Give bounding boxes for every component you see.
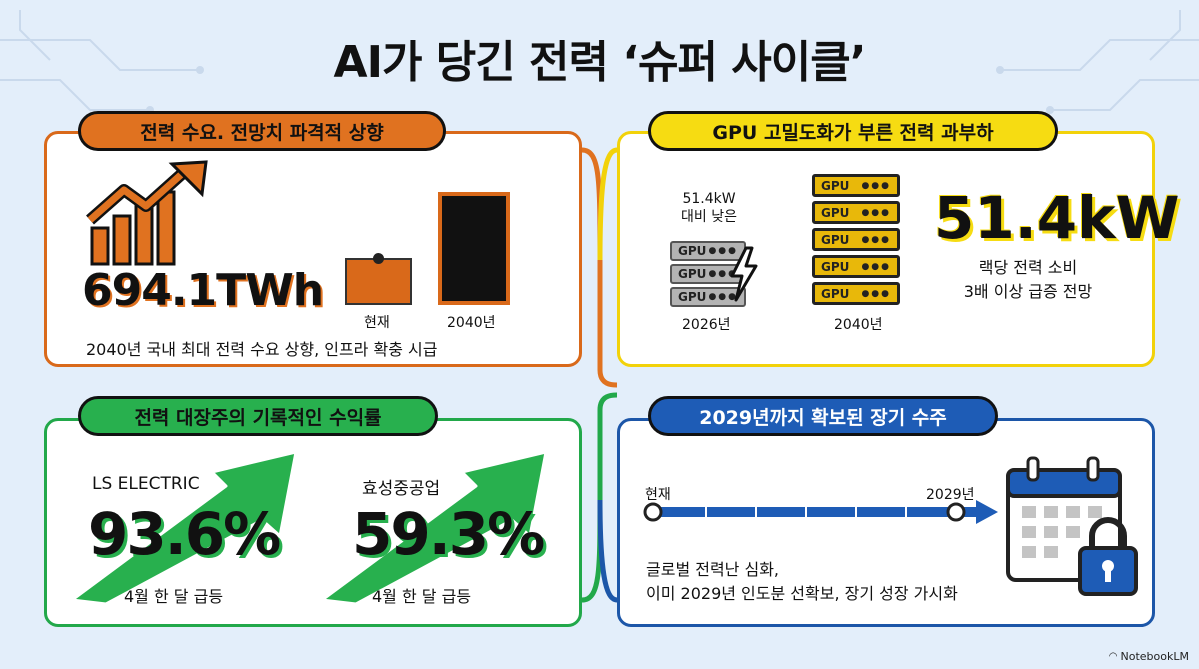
- growth-chart-icon: [86, 160, 208, 266]
- gpu-heading: GPU 고밀도화가 부른 전력 과부하: [648, 111, 1058, 151]
- timeline-end-label: 2029년: [926, 487, 975, 503]
- gpu-label: GPU: [821, 205, 850, 220]
- gpu-label: GPU: [678, 244, 707, 258]
- calendar-lock-icon: [1006, 456, 1138, 596]
- gpu-rack-new-2: GPU ●●●: [812, 201, 900, 224]
- bar-now-marker: [373, 253, 384, 264]
- brand: ◠ NotebookLM: [1109, 650, 1189, 663]
- demand-caption: 2040년 국내 최대 전력 수요 상향, 인프라 확충 시급: [86, 340, 438, 359]
- bar-2040: [438, 192, 510, 305]
- stock-value-hyosung: 59.3%: [352, 500, 545, 568]
- orders-desc-line1: 글로벌 전력난 심화,: [646, 560, 780, 579]
- gpu-rack-new-1: GPU ●●●: [812, 174, 900, 197]
- stocks-heading: 전력 대장주의 기록적인 수익률: [78, 396, 438, 436]
- stock-name-ls: LS ELECTRIC: [92, 474, 200, 494]
- gpu-year-new: 2040년: [834, 317, 883, 333]
- orders-desc-line2: 이미 2029년 인도분 선확보, 장기 성장 가시화: [646, 584, 958, 603]
- gpu-big-value: 51.4kW: [934, 184, 1180, 252]
- gpu-rack-new-4: GPU ●●●: [812, 255, 900, 278]
- rising-arrow-icon: [70, 450, 298, 606]
- stock-note-hyosung: 4월 한 달 급등: [372, 587, 472, 606]
- rising-arrow-icon: [320, 450, 548, 606]
- gpu-rack-old-2: GPU ●●●: [670, 264, 746, 284]
- gpu-rack-old-1: GPU ●●●: [670, 241, 746, 261]
- gpu-label: GPU: [821, 178, 850, 193]
- timeline-bar: [643, 500, 998, 524]
- gpu-rack-old-3: GPU ●●●: [670, 287, 746, 307]
- timeline-start-label: 현재: [645, 487, 671, 503]
- page-title: AI가 당긴 전력 ‘슈퍼 사이클’: [333, 37, 867, 88]
- gpu-desc-line1: 랙당 전력 소비: [978, 258, 1078, 277]
- bar-now: [345, 258, 412, 305]
- gpu-year-old: 2026년: [682, 317, 731, 333]
- compare-line2: 대비 낮은: [681, 209, 737, 225]
- gpu-label: GPU: [821, 259, 850, 274]
- brand-logo-icon: ◠: [1108, 651, 1118, 662]
- gpu-label: GPU: [821, 232, 850, 247]
- bar-2040-label: 2040년: [447, 315, 496, 331]
- gpu-desc-line2: 3배 이상 급증 전망: [963, 282, 1093, 301]
- gpu-label: GPU: [821, 286, 850, 301]
- orders-desc: 글로벌 전력난 심화, 이미 2029년 인도분 선확보, 장기 성장 가시화: [646, 558, 958, 606]
- bar-now-label: 현재: [364, 315, 390, 331]
- gpu-desc: 랙당 전력 소비 3배 이상 급증 전망: [940, 256, 1116, 304]
- gpu-rack-new-5: GPU ●●●: [812, 282, 900, 305]
- gpu-compare-text: 51.4kW 대비 낮은: [676, 190, 742, 226]
- stock-value-ls: 93.6%: [88, 500, 281, 568]
- stock-note-ls: 4월 한 달 급등: [124, 587, 224, 606]
- gpu-rack-new-3: GPU ●●●: [812, 228, 900, 251]
- orders-heading: 2029년까지 확보된 장기 수주: [648, 396, 998, 436]
- demand-value: 694.1TWh: [82, 265, 324, 316]
- demand-heading: 전력 수요. 전망치 파격적 상향: [78, 111, 446, 151]
- stock-name-hyosung: 효성중공업: [362, 479, 441, 499]
- gpu-label: GPU: [678, 267, 707, 281]
- lightning-icon: [730, 246, 758, 302]
- gpu-label: GPU: [678, 290, 707, 304]
- brand-label: NotebookLM: [1120, 650, 1189, 663]
- compare-line1: 51.4kW: [682, 191, 736, 207]
